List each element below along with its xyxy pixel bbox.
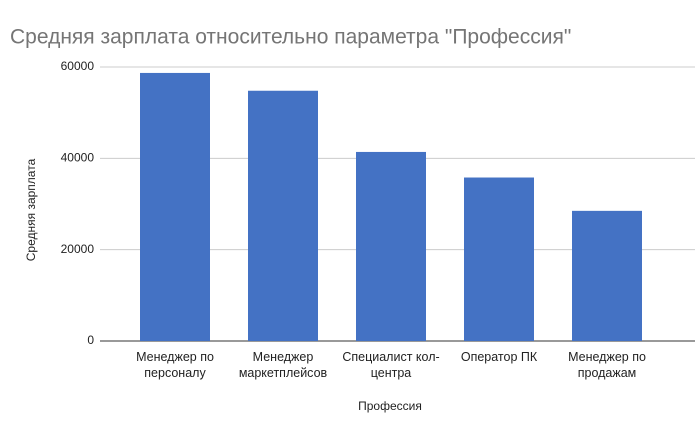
- x-tick-label: Менеджер по продажам: [568, 350, 646, 380]
- x-axis-title: Профессия: [358, 399, 422, 413]
- y-tick-label: 20000: [61, 242, 95, 256]
- y-tick-label: 40000: [61, 151, 95, 165]
- bar: [248, 90, 318, 341]
- y-tick-label: 60000: [61, 59, 95, 73]
- x-tick-label: Менеджер маркетплейсов: [238, 350, 328, 380]
- bar: [356, 151, 426, 341]
- bar: [464, 177, 534, 341]
- bar: [572, 210, 642, 341]
- chart-title: Средняя зарплата относительно параметра …: [10, 26, 571, 49]
- x-tick-label: Специалист кол-центра: [342, 350, 440, 380]
- x-tick-label: Оператор ПК: [460, 350, 538, 364]
- y-axis-title: Средняя зарплата: [24, 158, 38, 261]
- bar: [140, 72, 210, 341]
- x-tick-label: Менеджер по персоналу: [136, 350, 214, 380]
- y-tick-label: 0: [87, 333, 94, 347]
